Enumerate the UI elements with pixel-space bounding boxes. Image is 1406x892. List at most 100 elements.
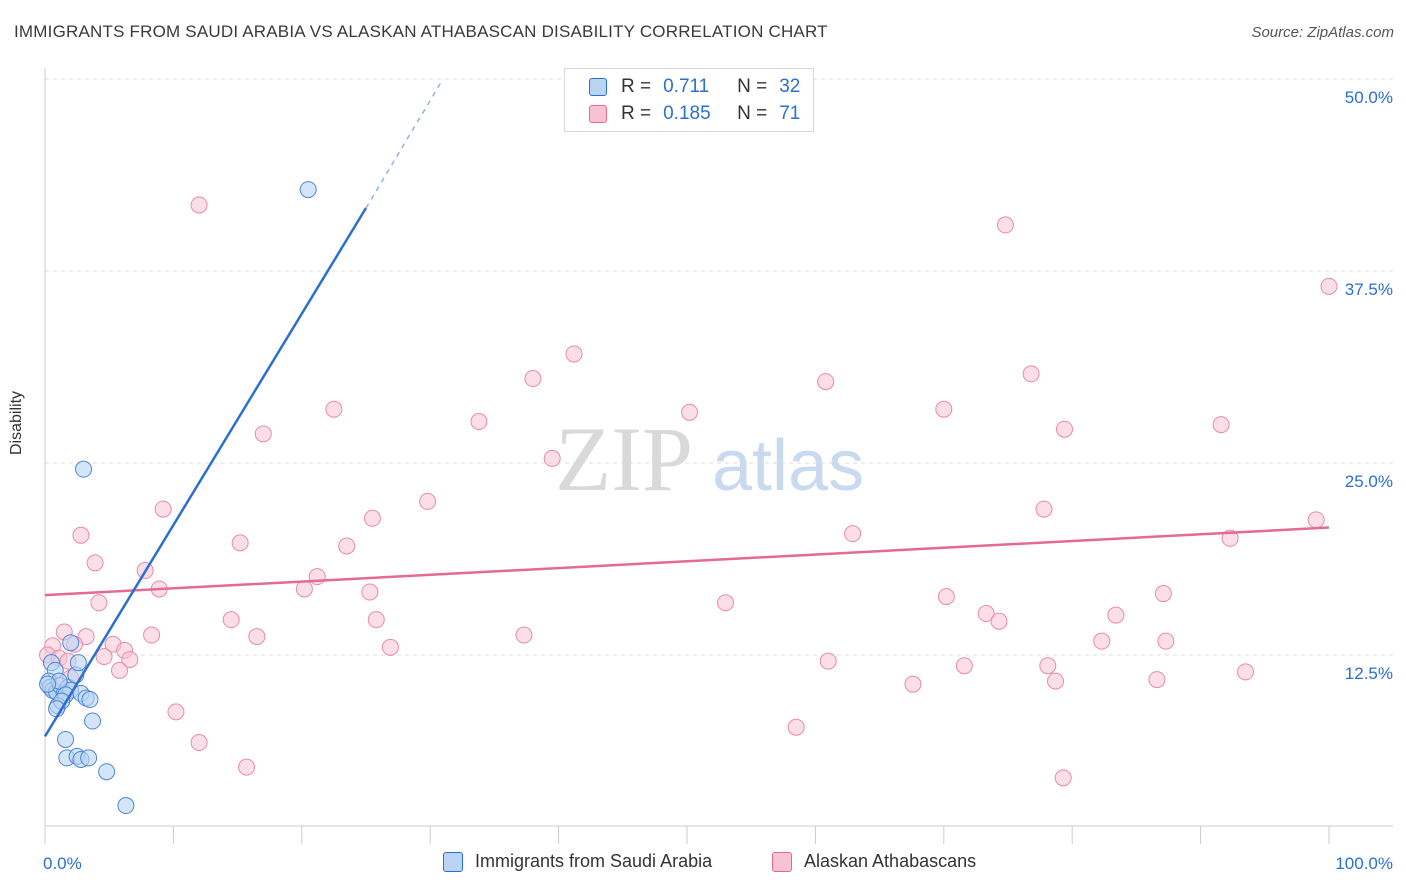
legend-r-value: 0.185	[663, 103, 711, 124]
athabascan-point	[1047, 672, 1065, 690]
legend-r-label: R =	[621, 103, 652, 124]
athabascan-point	[996, 216, 1014, 234]
saudi-point	[62, 634, 80, 652]
saudi-point	[57, 730, 75, 748]
athabascan-point	[86, 554, 104, 572]
bottom-legend-athabascan[interactable]: Alaskan Athabascans	[772, 851, 976, 872]
athabascan-point	[977, 605, 995, 623]
y-tick-label: 12.5%	[1345, 664, 1393, 683]
saudi-point	[39, 675, 57, 693]
athabascan-point	[1093, 632, 1111, 650]
athabascan-point	[72, 526, 90, 544]
blue-swatch-icon	[589, 78, 607, 96]
legend-n-label: N =	[737, 76, 768, 97]
athabascan-point	[1039, 657, 1057, 675]
athabascan-point	[190, 734, 208, 752]
athabascan-point	[543, 449, 561, 467]
legend-n-value: 71	[779, 103, 801, 124]
saudi-trendline	[43, 207, 368, 738]
athabascan-point	[338, 537, 356, 555]
athabascan-point	[935, 400, 953, 418]
legend-row-saudi: R = 0.711 N = 32	[589, 74, 800, 100]
athabascan-point	[143, 626, 161, 644]
athabascan-point	[95, 648, 113, 666]
bottom-legend-saudi[interactable]: Immigrants from Saudi Arabia	[443, 851, 712, 872]
athabascan-point	[1054, 769, 1072, 787]
blue-swatch-icon	[443, 851, 463, 872]
athabascan-point	[717, 594, 735, 612]
watermark-zip: ZIP	[555, 408, 693, 510]
saudi-point	[98, 763, 116, 781]
athabascan-point	[1022, 365, 1040, 383]
saudi-point	[75, 460, 93, 478]
athabascan-point	[381, 638, 399, 656]
athabascan-point	[1237, 663, 1255, 681]
y-axis-label: Disability	[8, 390, 25, 455]
athabascan-point	[1320, 277, 1338, 295]
athabascan-point	[154, 500, 172, 518]
athabascan-trendline	[44, 526, 1330, 597]
saudi-point	[84, 712, 102, 730]
athabascan-point	[1154, 585, 1172, 603]
saudi-trendline-extension	[365, 78, 444, 209]
athabascan-point	[787, 718, 805, 736]
legend-n-value: 32	[779, 76, 801, 97]
athabascan-point	[937, 588, 955, 606]
saudi-point	[80, 749, 98, 767]
athabascan-point	[90, 594, 108, 612]
athabascan-point	[1035, 500, 1053, 518]
athabascan-point	[121, 651, 139, 669]
athabascan-point	[470, 413, 488, 431]
athabascan-point	[1055, 420, 1073, 438]
athabascan-point	[817, 373, 835, 391]
athabascan-point	[190, 196, 208, 214]
y-tick-label: 25.0%	[1345, 472, 1393, 491]
athabascan-point	[167, 703, 185, 721]
legend-n-label: N =	[737, 103, 768, 124]
y-tick-label: 50.0%	[1345, 88, 1393, 107]
saudi-point	[299, 181, 317, 199]
athabascan-point	[361, 583, 379, 601]
athabascan-point	[367, 611, 385, 629]
athabascan-point	[231, 534, 249, 552]
watermark-atlas: atlas	[712, 426, 864, 506]
saudi-point	[117, 797, 135, 815]
bottom-legend-label: Immigrants from Saudi Arabia	[475, 851, 713, 871]
y-tick-label: 37.5%	[1345, 280, 1393, 299]
pink-swatch-icon	[589, 105, 607, 123]
athabascan-point	[1212, 416, 1230, 434]
athabascan-point	[419, 492, 437, 510]
legend-row-athabascan: R = 0.185 N = 71	[589, 101, 800, 127]
source-label: Source: ZipAtlas.com	[1251, 24, 1394, 41]
athabascan-point	[238, 758, 256, 776]
athabascan-point	[325, 400, 343, 418]
bottom-legend-label: Alaskan Athabascans	[804, 851, 977, 871]
athabascan-point	[1148, 671, 1166, 689]
athabascan-point	[904, 675, 922, 693]
athabascan-point	[222, 611, 240, 629]
athabascan-point	[565, 345, 583, 363]
saudi-point	[69, 654, 87, 672]
correlation-legend: R = 0.711 N = 32 R = 0.185 N = 71	[564, 68, 814, 132]
athabascan-point	[1307, 511, 1325, 529]
athabascan-point	[1157, 632, 1175, 650]
athabascan-point	[955, 657, 973, 675]
athabascan-point	[844, 525, 862, 543]
athabascan-point	[990, 612, 1008, 630]
athabascan-point	[110, 661, 128, 679]
athabascan-point	[248, 628, 266, 646]
athabascan-point	[254, 425, 272, 443]
athabascan-point	[1221, 529, 1239, 547]
athabascan-point	[295, 580, 313, 598]
athabascan-point	[819, 652, 837, 670]
x-tick-label: 0.0%	[43, 854, 82, 873]
athabascan-point	[1107, 606, 1125, 624]
athabascan-point	[363, 509, 381, 527]
legend-r-label: R =	[621, 76, 652, 97]
chart-title: IMMIGRANTS FROM SAUDI ARABIA VS ALASKAN …	[14, 22, 828, 41]
athabascan-point	[524, 370, 542, 388]
saudi-point	[81, 691, 99, 709]
athabascan-point	[681, 403, 699, 421]
pink-swatch-icon	[772, 851, 792, 872]
